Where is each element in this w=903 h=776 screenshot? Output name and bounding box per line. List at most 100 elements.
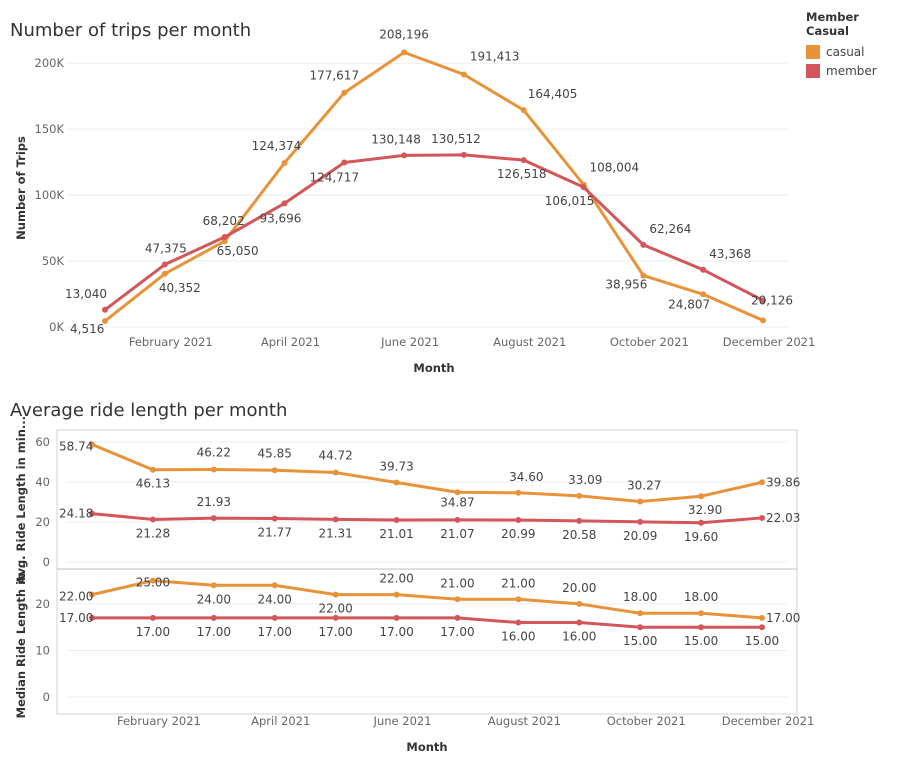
c2-point-casual[interactable]: [515, 489, 522, 496]
c3-point-member[interactable]: [515, 619, 522, 626]
c3-point-casual[interactable]: [271, 582, 278, 589]
c3-point-casual[interactable]: [637, 610, 644, 617]
c3-point-casual[interactable]: [759, 614, 765, 621]
c2-point-casual[interactable]: [149, 466, 156, 473]
c2-point-casual[interactable]: [576, 492, 583, 499]
c3-y-tick-label: 0: [43, 690, 50, 704]
c1-series-line-member[interactable]: [103, 153, 765, 312]
c1-data-label-member: 68,202: [203, 214, 245, 228]
c2-point-member[interactable]: [515, 517, 522, 524]
c1-data-label-member: 13,040: [65, 287, 107, 301]
c2-data-label-casual: 39.73: [379, 460, 413, 474]
chart1-series: 4,516 40,352 65,050 124,374 177,617 208,196 19…: [65, 27, 793, 336]
c1-point-casual[interactable]: [460, 71, 467, 78]
c1-point-casual[interactable]: [520, 107, 527, 114]
c1-data-label-member: 130,512: [431, 132, 481, 146]
legend-item-casual[interactable]: casual: [806, 42, 903, 61]
c3-point-member[interactable]: [759, 624, 765, 631]
c1-data-label-member: 20,126: [751, 293, 793, 307]
c2-point-member[interactable]: [393, 516, 400, 523]
c3-point-casual[interactable]: [332, 591, 339, 598]
c1-series-line-casual[interactable]: [103, 50, 765, 323]
c2-point-member[interactable]: [759, 514, 765, 521]
legend-item-member[interactable]: member: [806, 61, 903, 80]
c1-point-member[interactable]: [460, 151, 467, 158]
c3-point-casual[interactable]: [89, 591, 95, 598]
c2-point-casual[interactable]: [698, 493, 705, 500]
c1-point-member[interactable]: [102, 306, 108, 313]
c1-point-member[interactable]: [221, 234, 228, 241]
c2-data-label-member: 20.09: [623, 529, 657, 543]
c1-point-member[interactable]: [520, 157, 527, 164]
c3-data-label-casual: 24.00: [258, 592, 292, 606]
c1-point-member[interactable]: [401, 152, 408, 159]
c3-point-member[interactable]: [576, 619, 583, 626]
c2-data-label-member: 21.93: [197, 495, 231, 509]
c2-point-member[interactable]: [698, 519, 705, 526]
c2-data-label-casual: 58.74: [59, 440, 93, 454]
c2-point-casual[interactable]: [637, 498, 644, 505]
c2-data-label-casual: 30.27: [627, 478, 661, 492]
c2-point-casual[interactable]: [332, 469, 339, 476]
c2-data-label-casual: 46.22: [197, 446, 231, 460]
c1-point-casual[interactable]: [341, 89, 348, 96]
c3-point-casual[interactable]: [698, 610, 705, 617]
c1-data-label-casual: 108,004: [590, 161, 640, 175]
c3-point-member[interactable]: [89, 614, 95, 621]
c3-point-casual[interactable]: [393, 591, 400, 598]
chart3-series: 22.00 25.00 24.00 24.00 22.00 22.00 21.00 21.00…: [59, 572, 800, 649]
c2-point-member[interactable]: [149, 516, 156, 523]
c1-point-member[interactable]: [760, 297, 766, 304]
c1-point-member[interactable]: [281, 200, 288, 207]
c3-point-member[interactable]: [149, 614, 156, 621]
c3-point-member[interactable]: [332, 614, 339, 621]
c3-point-member[interactable]: [393, 614, 400, 621]
c1-point-member[interactable]: [161, 261, 168, 268]
c3-series-line-member[interactable]: [90, 616, 764, 629]
c2-data-label-casual: 39.86: [766, 475, 800, 489]
c1-point-casual[interactable]: [700, 291, 707, 298]
c3-data-label-casual: 18.00: [684, 590, 718, 604]
c2-point-casual[interactable]: [89, 441, 95, 448]
c1-point-casual[interactable]: [161, 270, 168, 277]
c3-data-label-casual: 22.00: [318, 602, 352, 616]
c3-point-casual[interactable]: [454, 596, 461, 603]
c2-point-casual[interactable]: [210, 466, 217, 473]
c3-series-line-casual[interactable]: [90, 579, 764, 620]
c1-point-member[interactable]: [341, 159, 348, 166]
c2-point-member[interactable]: [89, 510, 95, 517]
c2-point-member[interactable]: [637, 518, 644, 525]
c3-point-member[interactable]: [454, 614, 461, 621]
c3-point-casual[interactable]: [515, 596, 522, 603]
c2-series-line-member[interactable]: [90, 512, 764, 525]
c3-point-casual[interactable]: [149, 577, 156, 584]
c2-point-member[interactable]: [332, 516, 339, 523]
c1-point-member[interactable]: [580, 184, 587, 191]
c3-point-casual[interactable]: [576, 600, 583, 607]
c1-x-tick-label: February 2021: [129, 335, 213, 349]
c1-point-casual[interactable]: [401, 49, 408, 56]
c3-point-member[interactable]: [271, 614, 278, 621]
c1-data-label-member: 106,015: [545, 194, 595, 208]
c2-point-member[interactable]: [454, 516, 461, 523]
c1-point-member[interactable]: [640, 241, 647, 248]
c3-point-member[interactable]: [210, 614, 217, 621]
c2-series-line-casual[interactable]: [90, 443, 764, 503]
c2-point-member[interactable]: [576, 517, 583, 524]
c3-point-member[interactable]: [698, 624, 705, 631]
c2-point-member[interactable]: [271, 515, 278, 522]
c1-point-casual[interactable]: [221, 238, 228, 245]
c3-point-casual[interactable]: [210, 582, 217, 589]
c2-point-member[interactable]: [210, 515, 217, 522]
c1-point-member[interactable]: [700, 266, 707, 273]
c2-point-casual[interactable]: [759, 479, 765, 486]
c1-point-casual[interactable]: [760, 317, 766, 324]
c2-point-casual[interactable]: [454, 489, 461, 496]
c3-point-member[interactable]: [637, 624, 644, 631]
c1-point-casual[interactable]: [281, 159, 288, 166]
c2-point-casual[interactable]: [393, 479, 400, 486]
c1-point-casual[interactable]: [640, 272, 647, 279]
c2-point-casual[interactable]: [271, 467, 278, 474]
c1-data-label-member: 62,264: [649, 222, 691, 236]
c1-point-casual[interactable]: [102, 318, 108, 325]
